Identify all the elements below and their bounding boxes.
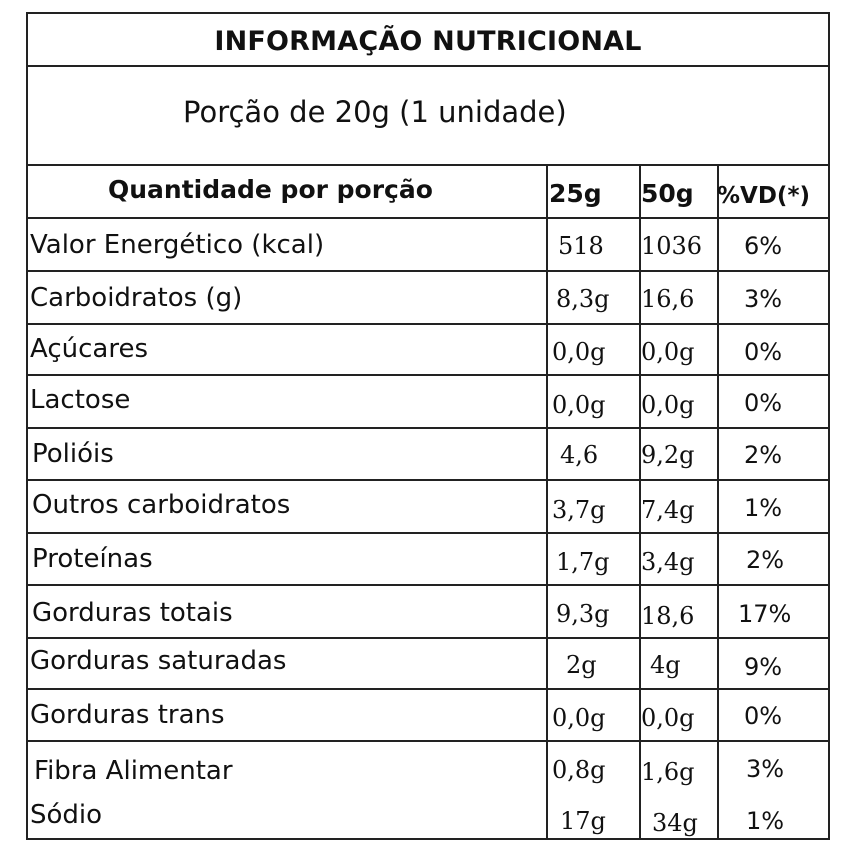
- row-value-50g: 18,6: [641, 602, 695, 630]
- row-value-25g: 17g: [560, 807, 606, 835]
- row-label: Outros carboidratos: [32, 490, 291, 520]
- row-label: Valor Energético (kcal): [30, 230, 325, 260]
- row-value-vd: 0%: [744, 338, 783, 366]
- row-label: Polióis: [32, 439, 114, 469]
- row-value-50g: 1,6g: [641, 758, 695, 786]
- row-value-vd: 2%: [746, 546, 785, 574]
- row-value-vd: 17%: [738, 600, 792, 628]
- table-frame: [26, 12, 830, 840]
- row-value-50g: 9,2g: [641, 441, 695, 469]
- row-value-25g: 3,7g: [552, 496, 606, 524]
- divider: [26, 65, 830, 67]
- row-value-vd: 9%: [744, 653, 783, 681]
- row-label: Lactose: [30, 385, 131, 415]
- row-value-25g: 9,3g: [556, 600, 610, 628]
- divider: [26, 532, 830, 534]
- row-label: Proteínas: [32, 544, 153, 574]
- row-value-vd: 1%: [744, 494, 783, 522]
- row-value-50g: 0,0g: [641, 704, 695, 732]
- row-value-50g: 4g: [650, 651, 681, 679]
- row-value-25g: 2g: [566, 651, 597, 679]
- row-value-vd: 3%: [744, 285, 783, 313]
- row-label: Gorduras trans: [30, 700, 225, 730]
- table-title: INFORMAÇÃO NUTRICIONAL: [214, 26, 642, 57]
- row-value-vd: 0%: [744, 702, 783, 730]
- row-label: Sódio: [30, 800, 103, 830]
- header-col-25g: 25g: [549, 179, 602, 208]
- divider: [26, 637, 830, 639]
- divider: [26, 164, 830, 166]
- header-col-50g: 50g: [641, 179, 694, 208]
- divider: [26, 427, 830, 429]
- row-value-50g: 0,0g: [641, 338, 695, 366]
- row-value-vd: 2%: [744, 441, 783, 469]
- row-value-vd: 0%: [744, 389, 783, 417]
- row-label: Gorduras saturadas: [30, 646, 287, 676]
- row-label: Carboidratos (g): [30, 283, 243, 313]
- row-value-50g: 0,0g: [641, 391, 695, 419]
- row-value-vd: 1%: [746, 807, 785, 835]
- divider: [26, 374, 830, 376]
- divider: [26, 688, 830, 690]
- row-value-vd: 6%: [744, 232, 783, 260]
- column-divider: [717, 164, 719, 840]
- row-value-25g: 4,6: [560, 441, 599, 469]
- row-value-25g: 0,0g: [552, 391, 606, 419]
- row-value-25g: 0,0g: [552, 704, 606, 732]
- divider: [26, 270, 830, 272]
- row-value-25g: 0,0g: [552, 338, 606, 366]
- header-col-vd: %VD(*): [717, 183, 810, 209]
- row-value-25g: 0,8g: [552, 756, 606, 784]
- row-label: Fibra Alimentar: [34, 756, 233, 786]
- column-divider: [546, 164, 548, 840]
- row-value-50g: 16,6: [641, 285, 695, 313]
- row-value-25g: 8,3g: [556, 285, 610, 313]
- row-value-50g: 34g: [652, 809, 698, 837]
- column-divider: [639, 164, 641, 840]
- serving-size: Porção de 20g (1 unidade): [183, 95, 567, 129]
- row-value-50g: 3,4g: [641, 548, 695, 576]
- divider: [26, 740, 830, 742]
- row-label: Gorduras totais: [32, 598, 233, 628]
- row-value-25g: 1,7g: [556, 548, 610, 576]
- divider: [26, 479, 830, 481]
- divider: [26, 584, 830, 586]
- row-label: Açúcares: [30, 334, 148, 364]
- row-value-25g: 518: [558, 232, 604, 260]
- divider: [26, 217, 830, 219]
- row-value-50g: 7,4g: [641, 496, 695, 524]
- row-value-vd: 3%: [746, 755, 785, 783]
- divider: [26, 323, 830, 325]
- row-value-50g: 1036: [641, 232, 703, 260]
- header-label: Quantidade por porção: [108, 175, 433, 204]
